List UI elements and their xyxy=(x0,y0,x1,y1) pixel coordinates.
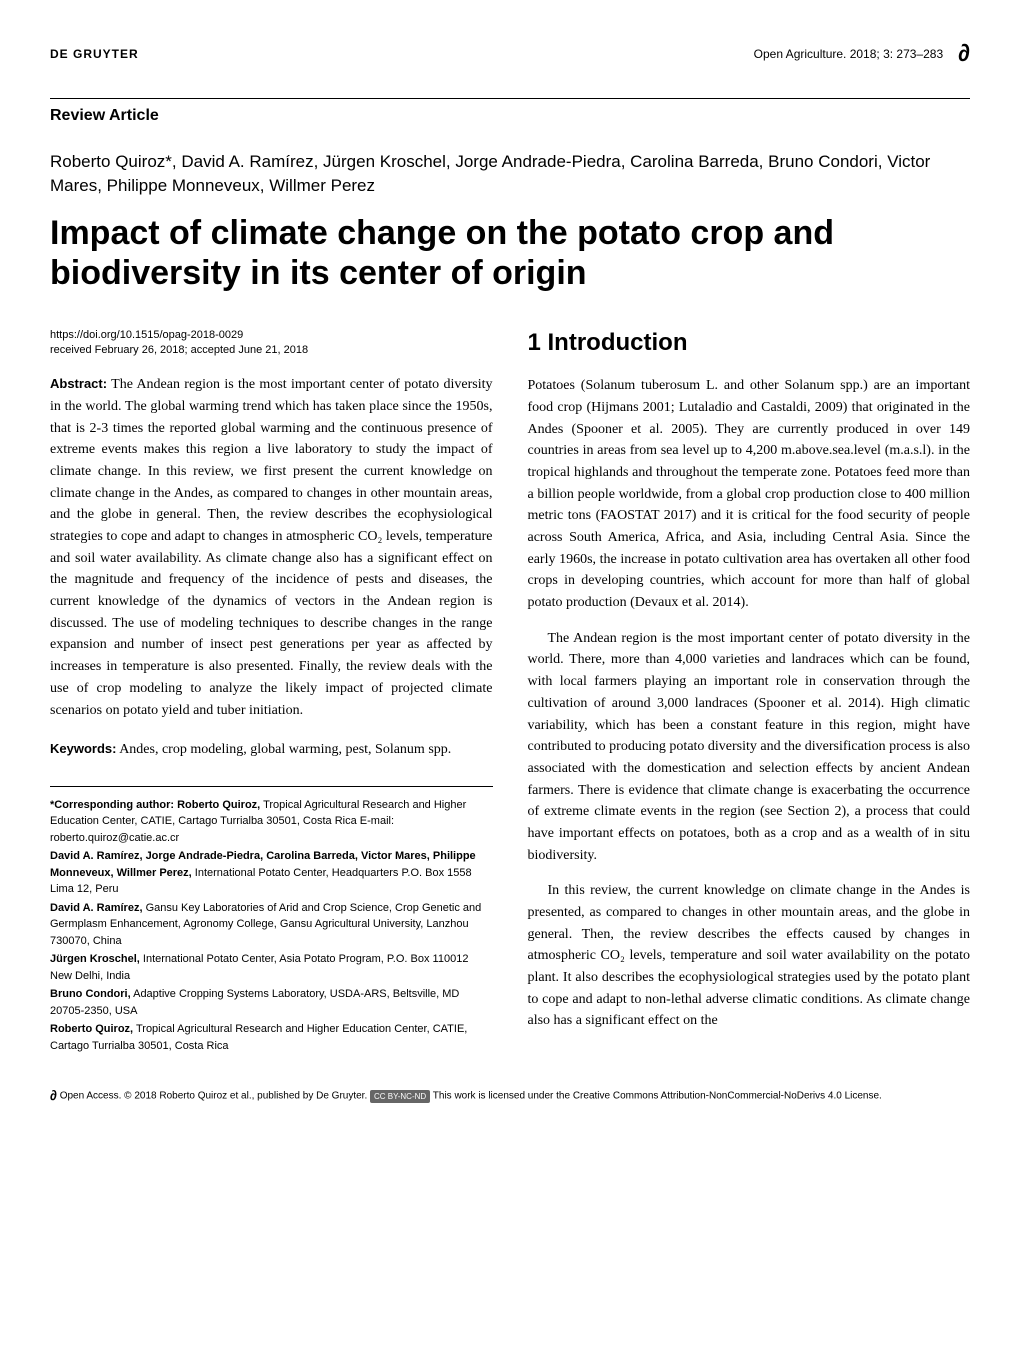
abstract-body: The Andean region is the most important … xyxy=(50,377,493,717)
two-column-layout: https://doi.org/10.1515/opag-2018-0029 r… xyxy=(50,329,970,1056)
affiliation-entry: David A. Ramírez, Gansu Key Laboratories… xyxy=(50,900,493,950)
footer-text-2: This work is licensed under the Creative… xyxy=(430,1091,882,1102)
affiliation-entry: Roberto Quiroz, Tropical Agricultural Re… xyxy=(50,1021,493,1054)
right-column: 1 Introduction Potatoes (Solanum tuberos… xyxy=(528,329,971,1056)
article-dates: received February 26, 2018; accepted Jun… xyxy=(50,344,493,356)
section-heading: 1 Introduction xyxy=(528,329,971,357)
affiliation-name: Bruno Condori, xyxy=(50,988,131,1000)
article-title: Impact of climate change on the potato c… xyxy=(50,213,970,295)
keywords-paragraph: Keywords: Andes, crop modeling, global w… xyxy=(50,739,493,761)
publisher-name: DE GRUYTER xyxy=(50,47,139,61)
affiliation-name: Roberto Quiroz, xyxy=(50,1023,133,1035)
doi-link[interactable]: https://doi.org/10.1515/opag-2018-0029 xyxy=(50,329,493,341)
left-column: https://doi.org/10.1515/opag-2018-0029 r… xyxy=(50,329,493,1056)
affiliation-entry: Jürgen Kroschel, International Potato Ce… xyxy=(50,951,493,984)
keywords-body: Andes, crop modeling, global warming, pe… xyxy=(116,742,451,757)
affiliations-block: *Corresponding author: Roberto Quiroz, T… xyxy=(50,786,493,1055)
affiliation-entry: David A. Ramírez, Jorge Andrade-Piedra, … xyxy=(50,848,493,898)
footer-text-1: Open Access. © 2018 Roberto Quiroz et al… xyxy=(57,1091,370,1102)
cc-badge-icon: CC BY-NC-ND xyxy=(370,1090,430,1103)
open-access-icon: ∂ xyxy=(958,40,970,68)
abstract-label: Abstract: xyxy=(50,376,107,391)
author-list: Roberto Quiroz*, David A. Ramírez, Jürge… xyxy=(50,150,970,198)
article-type: Review Article xyxy=(50,98,970,125)
affiliation-name: Jürgen Kroschel, xyxy=(50,953,140,965)
affiliation-entry: Bruno Condori, Adaptive Cropping Systems… xyxy=(50,986,493,1019)
open-access-icon: ∂ xyxy=(50,1087,57,1103)
page-footer: ∂ Open Access. © 2018 Roberto Quiroz et … xyxy=(50,1086,970,1106)
intro-paragraph: The Andean region is the most important … xyxy=(528,628,971,867)
affiliation-entry: *Corresponding author: Roberto Quiroz, T… xyxy=(50,797,493,847)
intro-paragraph: In this review, the current knowledge on… xyxy=(528,880,971,1032)
keywords-label: Keywords: xyxy=(50,741,116,756)
affiliation-name: David A. Ramírez, xyxy=(50,902,143,914)
page-header: DE GRUYTER Open Agriculture. 2018; 3: 27… xyxy=(50,40,970,68)
intro-paragraph: Potatoes (Solanum tuberosum L. and other… xyxy=(528,375,971,614)
journal-info-group: Open Agriculture. 2018; 3: 273–283 ∂ xyxy=(754,40,970,68)
journal-citation: Open Agriculture. 2018; 3: 273–283 xyxy=(754,47,943,61)
affiliation-name: *Corresponding author: Roberto Quiroz, xyxy=(50,799,260,811)
abstract-paragraph: Abstract: The Andean region is the most … xyxy=(50,374,493,721)
introduction-body: Potatoes (Solanum tuberosum L. and other… xyxy=(528,375,971,1032)
